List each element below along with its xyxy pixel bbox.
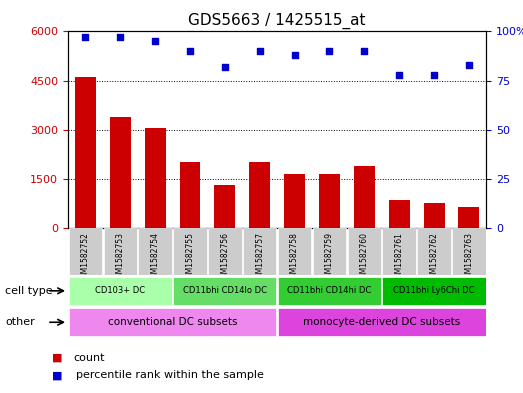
Bar <box>389 200 410 228</box>
Text: CD11bhi CD14lo DC: CD11bhi CD14lo DC <box>183 286 267 295</box>
FancyBboxPatch shape <box>243 228 277 275</box>
Text: ■: ■ <box>52 370 63 380</box>
FancyBboxPatch shape <box>278 277 381 305</box>
Bar <box>75 77 96 228</box>
FancyBboxPatch shape <box>278 228 311 275</box>
Text: GSM1582753: GSM1582753 <box>116 232 125 283</box>
Title: GDS5663 / 1425515_at: GDS5663 / 1425515_at <box>188 13 366 29</box>
FancyBboxPatch shape <box>173 277 277 305</box>
Text: GSM1582759: GSM1582759 <box>325 232 334 283</box>
Point <box>290 52 299 58</box>
FancyBboxPatch shape <box>139 228 172 275</box>
Point <box>186 48 194 54</box>
Text: GSM1582752: GSM1582752 <box>81 232 90 283</box>
Bar <box>424 204 445 228</box>
Bar <box>459 207 480 228</box>
Text: GSM1582761: GSM1582761 <box>395 232 404 283</box>
Bar <box>145 128 166 228</box>
Text: conventional DC subsets: conventional DC subsets <box>108 317 237 327</box>
Bar <box>354 166 375 228</box>
Point <box>465 62 473 68</box>
FancyBboxPatch shape <box>173 228 207 275</box>
Point <box>221 64 229 70</box>
FancyBboxPatch shape <box>104 228 137 275</box>
Text: GSM1582763: GSM1582763 <box>464 232 473 283</box>
Point <box>360 48 369 54</box>
FancyBboxPatch shape <box>208 228 242 275</box>
FancyBboxPatch shape <box>452 228 486 275</box>
FancyBboxPatch shape <box>69 228 102 275</box>
Text: GSM1582760: GSM1582760 <box>360 232 369 283</box>
Point <box>151 38 160 44</box>
FancyBboxPatch shape <box>313 228 346 275</box>
Text: count: count <box>73 353 105 363</box>
Bar <box>249 162 270 228</box>
Text: CD103+ DC: CD103+ DC <box>95 286 145 295</box>
Text: GSM1582756: GSM1582756 <box>220 232 230 283</box>
FancyBboxPatch shape <box>382 228 416 275</box>
Point <box>430 72 438 78</box>
Text: GSM1582762: GSM1582762 <box>429 232 439 283</box>
Text: GSM1582757: GSM1582757 <box>255 232 264 283</box>
Point <box>256 48 264 54</box>
Text: GSM1582755: GSM1582755 <box>186 232 195 283</box>
Bar <box>284 174 305 228</box>
FancyBboxPatch shape <box>69 277 172 305</box>
Text: monocyte-derived DC subsets: monocyte-derived DC subsets <box>303 317 460 327</box>
Text: other: other <box>5 317 35 327</box>
Text: CD11bhi CD14hi DC: CD11bhi CD14hi DC <box>287 286 372 295</box>
FancyBboxPatch shape <box>348 228 381 275</box>
FancyBboxPatch shape <box>278 308 486 336</box>
Text: ■: ■ <box>52 353 63 363</box>
FancyBboxPatch shape <box>382 277 486 305</box>
Bar <box>319 174 340 228</box>
FancyBboxPatch shape <box>69 308 277 336</box>
Text: CD11bhi Ly6Chi DC: CD11bhi Ly6Chi DC <box>393 286 475 295</box>
Text: percentile rank within the sample: percentile rank within the sample <box>76 370 264 380</box>
Point <box>81 34 89 40</box>
FancyBboxPatch shape <box>417 228 451 275</box>
Bar <box>214 185 235 228</box>
Bar <box>110 117 131 228</box>
Point <box>325 48 334 54</box>
Bar <box>179 162 200 228</box>
Point <box>395 72 403 78</box>
Text: GSM1582754: GSM1582754 <box>151 232 160 283</box>
Point <box>116 34 124 40</box>
Text: cell type: cell type <box>5 286 53 296</box>
Text: GSM1582758: GSM1582758 <box>290 232 299 283</box>
